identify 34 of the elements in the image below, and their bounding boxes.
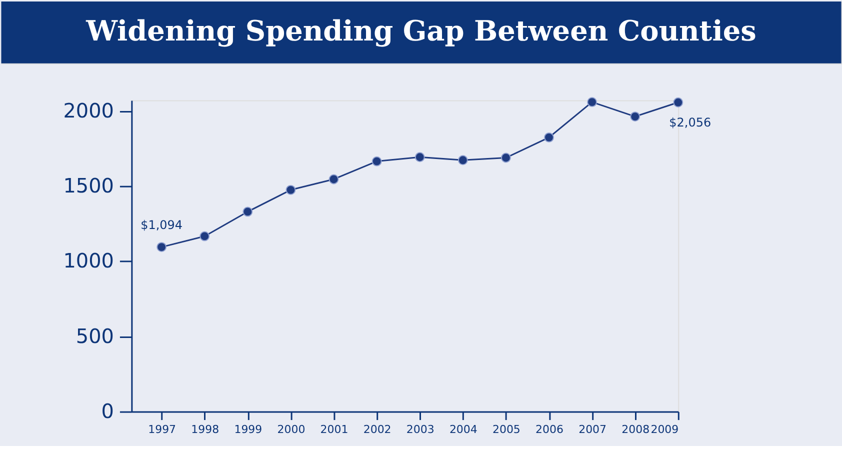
- y-tick-label: 0: [101, 399, 114, 424]
- x-tick-label: 1998: [191, 423, 220, 436]
- point: [500, 152, 511, 163]
- x-tick-label: 1999: [234, 423, 262, 436]
- x-tick-label: 2008: [622, 423, 650, 436]
- annotation: $1,094: [140, 218, 183, 232]
- point: [587, 97, 598, 108]
- x-tick-label: 2002: [363, 423, 392, 436]
- point: [458, 155, 468, 166]
- x-tick-label: 2005: [492, 423, 520, 436]
- x-tick-label: 2006: [536, 423, 564, 436]
- point: [328, 174, 339, 184]
- x-tick-label: 2007: [578, 423, 607, 436]
- point: [630, 112, 640, 122]
- x-tick-label: 2009: [650, 423, 679, 436]
- point: [673, 97, 684, 108]
- y-tick-label: 500: [76, 324, 114, 348]
- x-tick-label: 1997: [148, 423, 176, 436]
- point: [200, 231, 210, 242]
- y-tick-label: 1500: [63, 173, 114, 198]
- x-tick-label: 2000: [277, 423, 306, 436]
- point: [372, 156, 382, 166]
- point: [414, 152, 425, 162]
- x-tick-label: 2003: [406, 423, 434, 436]
- point: [286, 184, 296, 195]
- point: [156, 242, 167, 252]
- x-tick-label: 2004: [449, 423, 478, 436]
- point: [544, 132, 554, 142]
- point: [242, 206, 253, 217]
- y-tick-label: 2000: [63, 98, 114, 122]
- x-tick-label: 2001: [320, 423, 348, 436]
- y-tick-label: 1000: [63, 248, 114, 273]
- annotation: $2,056: [669, 115, 712, 130]
- chart-title: Widening Spending Gap Between Counties: [85, 14, 756, 48]
